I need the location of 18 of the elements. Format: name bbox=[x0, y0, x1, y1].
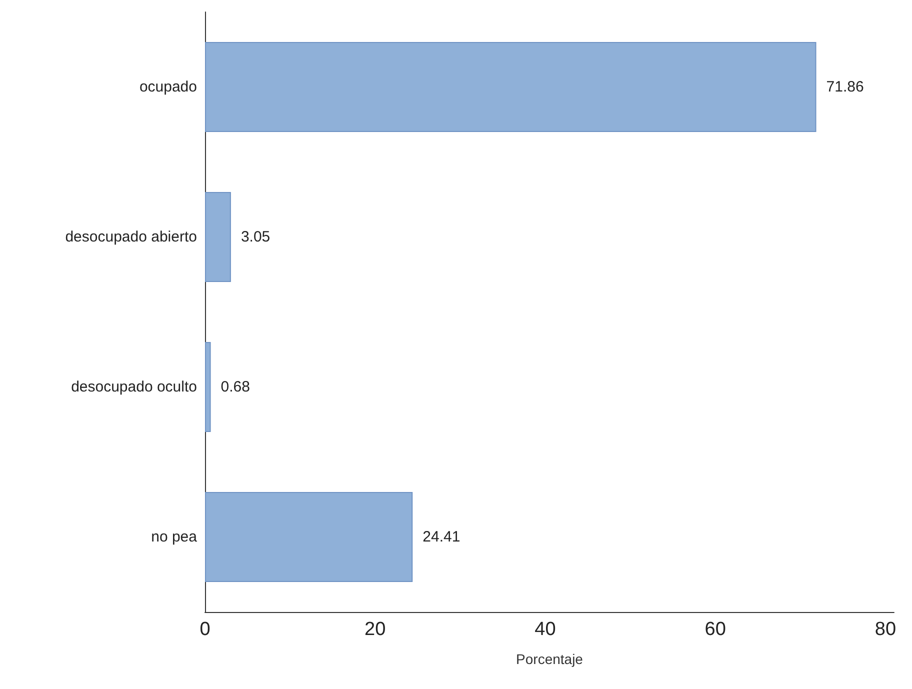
bar bbox=[205, 42, 816, 132]
y-tick-label: desocupado abierto bbox=[65, 228, 197, 246]
x-tick-label: 60 bbox=[704, 619, 726, 640]
bar bbox=[205, 492, 413, 582]
x-tick-label: 40 bbox=[534, 619, 556, 640]
x-tick-label: 80 bbox=[874, 619, 896, 640]
y-tick-label: desocupado oculto bbox=[71, 378, 197, 396]
x-tick-label: 20 bbox=[364, 619, 386, 640]
bar bbox=[205, 342, 211, 432]
x-axis-title: Porcentaje bbox=[516, 651, 584, 667]
data-label: 0.68 bbox=[220, 378, 250, 396]
data-label: 3.05 bbox=[240, 228, 270, 246]
y-tick-label: ocupado bbox=[139, 78, 197, 96]
x-tick-label: 0 bbox=[200, 619, 210, 640]
bar bbox=[205, 192, 231, 282]
y-tick-label: no pea bbox=[151, 528, 198, 546]
data-label: 71.86 bbox=[826, 78, 864, 96]
data-label: 24.41 bbox=[422, 528, 460, 546]
